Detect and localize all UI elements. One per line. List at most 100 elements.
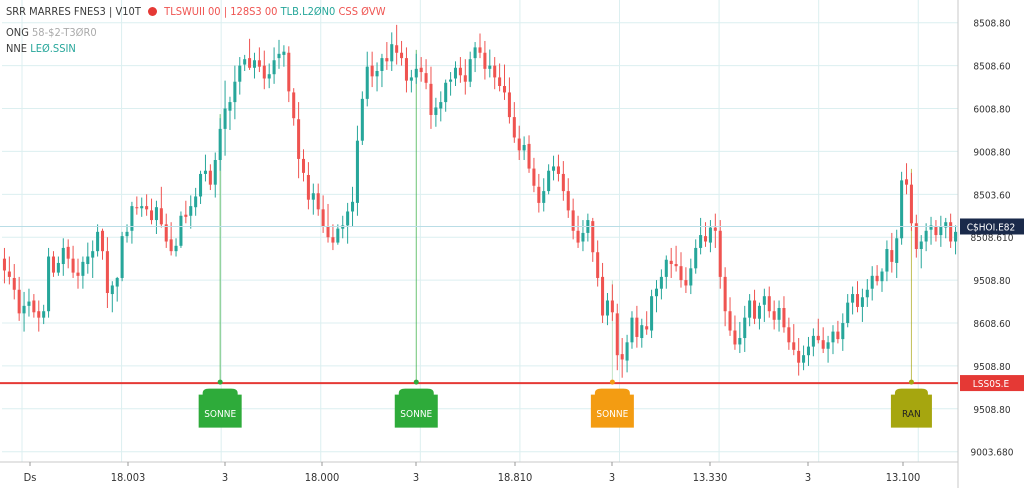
candle-body[interactable] bbox=[7, 271, 11, 277]
candle[interactable] bbox=[282, 45, 286, 67]
candle[interactable] bbox=[341, 215, 345, 239]
candle-body[interactable] bbox=[12, 277, 16, 290]
candle-body[interactable] bbox=[51, 256, 55, 273]
candle-body[interactable] bbox=[679, 266, 683, 281]
candle-body[interactable] bbox=[552, 166, 556, 171]
candle-body[interactable] bbox=[537, 186, 541, 203]
candle[interactable] bbox=[591, 217, 595, 262]
candle[interactable] bbox=[718, 220, 722, 289]
candle[interactable] bbox=[404, 47, 408, 93]
candle[interactable] bbox=[954, 225, 958, 255]
candle[interactable] bbox=[532, 157, 536, 193]
candle-body[interactable] bbox=[341, 225, 345, 229]
candle[interactable] bbox=[27, 288, 31, 317]
candle[interactable] bbox=[12, 264, 16, 300]
candle-body[interactable] bbox=[934, 226, 938, 236]
candle[interactable] bbox=[929, 216, 933, 245]
candle-body[interactable] bbox=[954, 231, 958, 242]
candle-body[interactable] bbox=[120, 236, 124, 278]
candle[interactable] bbox=[762, 288, 766, 322]
candle[interactable] bbox=[316, 183, 320, 216]
candle-body[interactable] bbox=[174, 245, 178, 252]
candle-body[interactable] bbox=[792, 342, 796, 350]
candle[interactable] bbox=[115, 276, 119, 302]
candle[interactable] bbox=[468, 51, 472, 88]
candle-body[interactable] bbox=[841, 323, 845, 340]
candle[interactable] bbox=[831, 325, 835, 355]
candle-body[interactable] bbox=[37, 311, 41, 318]
candle[interactable] bbox=[512, 102, 516, 143]
event-marker-badge[interactable] bbox=[198, 388, 242, 428]
candle[interactable] bbox=[100, 228, 105, 260]
candle[interactable] bbox=[248, 38, 252, 70]
candle-body[interactable] bbox=[831, 331, 835, 343]
candle-body[interactable] bbox=[748, 300, 752, 318]
candle-body[interactable] bbox=[419, 67, 423, 73]
candle-body[interactable] bbox=[728, 311, 732, 331]
candle[interactable] bbox=[909, 172, 913, 231]
candle-body[interactable] bbox=[630, 317, 634, 343]
candle[interactable] bbox=[473, 42, 477, 73]
candle-body[interactable] bbox=[189, 206, 193, 216]
candle-body[interactable] bbox=[71, 258, 75, 273]
candle-body[interactable] bbox=[738, 338, 742, 345]
candle[interactable] bbox=[556, 154, 560, 182]
candle[interactable] bbox=[42, 304, 46, 325]
candle[interactable] bbox=[895, 229, 899, 278]
candle-body[interactable] bbox=[199, 173, 203, 197]
candle-body[interactable] bbox=[762, 296, 766, 305]
candle[interactable] bbox=[409, 69, 413, 93]
candle[interactable] bbox=[914, 214, 918, 258]
candle-body[interactable] bbox=[929, 225, 933, 230]
candle-body[interactable] bbox=[625, 342, 629, 361]
candle-body[interactable] bbox=[875, 275, 879, 282]
candle-body[interactable] bbox=[439, 102, 443, 109]
candle[interactable] bbox=[777, 300, 781, 332]
candle-body[interactable] bbox=[596, 252, 600, 278]
candle[interactable] bbox=[738, 321, 742, 354]
candle-body[interactable] bbox=[870, 275, 874, 289]
candle-body[interactable] bbox=[17, 289, 21, 314]
candle[interactable] bbox=[527, 135, 531, 173]
candle-body[interactable] bbox=[135, 207, 139, 209]
candle[interactable] bbox=[169, 222, 173, 256]
candle-body[interactable] bbox=[527, 143, 531, 169]
candle-body[interactable] bbox=[802, 355, 806, 363]
candle-body[interactable] bbox=[287, 52, 291, 92]
candle[interactable] bbox=[650, 289, 654, 339]
candle[interactable] bbox=[311, 183, 315, 215]
candle[interactable] bbox=[905, 163, 909, 195]
candle-body[interactable] bbox=[488, 65, 492, 69]
candle-body[interactable] bbox=[581, 232, 585, 242]
candle[interactable] bbox=[625, 334, 629, 373]
candle[interactable] bbox=[184, 200, 188, 224]
candle-body[interactable] bbox=[522, 144, 526, 151]
candle-body[interactable] bbox=[267, 74, 271, 79]
candle-body[interactable] bbox=[645, 326, 649, 330]
candle[interactable] bbox=[875, 265, 879, 286]
candle[interactable] bbox=[635, 305, 639, 348]
candle-body[interactable] bbox=[610, 300, 614, 313]
candle-body[interactable] bbox=[86, 256, 90, 265]
candle-body[interactable] bbox=[865, 289, 869, 298]
candle-body[interactable] bbox=[370, 65, 374, 77]
candle[interactable] bbox=[272, 47, 276, 84]
candle[interactable] bbox=[748, 294, 752, 327]
candle-body[interactable] bbox=[743, 317, 747, 339]
candle-body[interactable] bbox=[826, 342, 830, 349]
candle[interactable] bbox=[601, 262, 605, 324]
candle[interactable] bbox=[458, 57, 462, 83]
candle-body[interactable] bbox=[846, 302, 850, 324]
candle-body[interactable] bbox=[169, 239, 173, 252]
candle-body[interactable] bbox=[635, 317, 639, 337]
candle[interactable] bbox=[336, 224, 340, 245]
candle[interactable] bbox=[841, 313, 845, 351]
candle[interactable] bbox=[434, 97, 438, 127]
candle[interactable] bbox=[86, 242, 90, 274]
candle[interactable] bbox=[924, 223, 928, 252]
candle[interactable] bbox=[71, 245, 75, 278]
candle[interactable] bbox=[145, 194, 149, 216]
candle[interactable] bbox=[262, 50, 266, 90]
candle-body[interactable] bbox=[179, 215, 183, 246]
candle-body[interactable] bbox=[228, 102, 232, 111]
